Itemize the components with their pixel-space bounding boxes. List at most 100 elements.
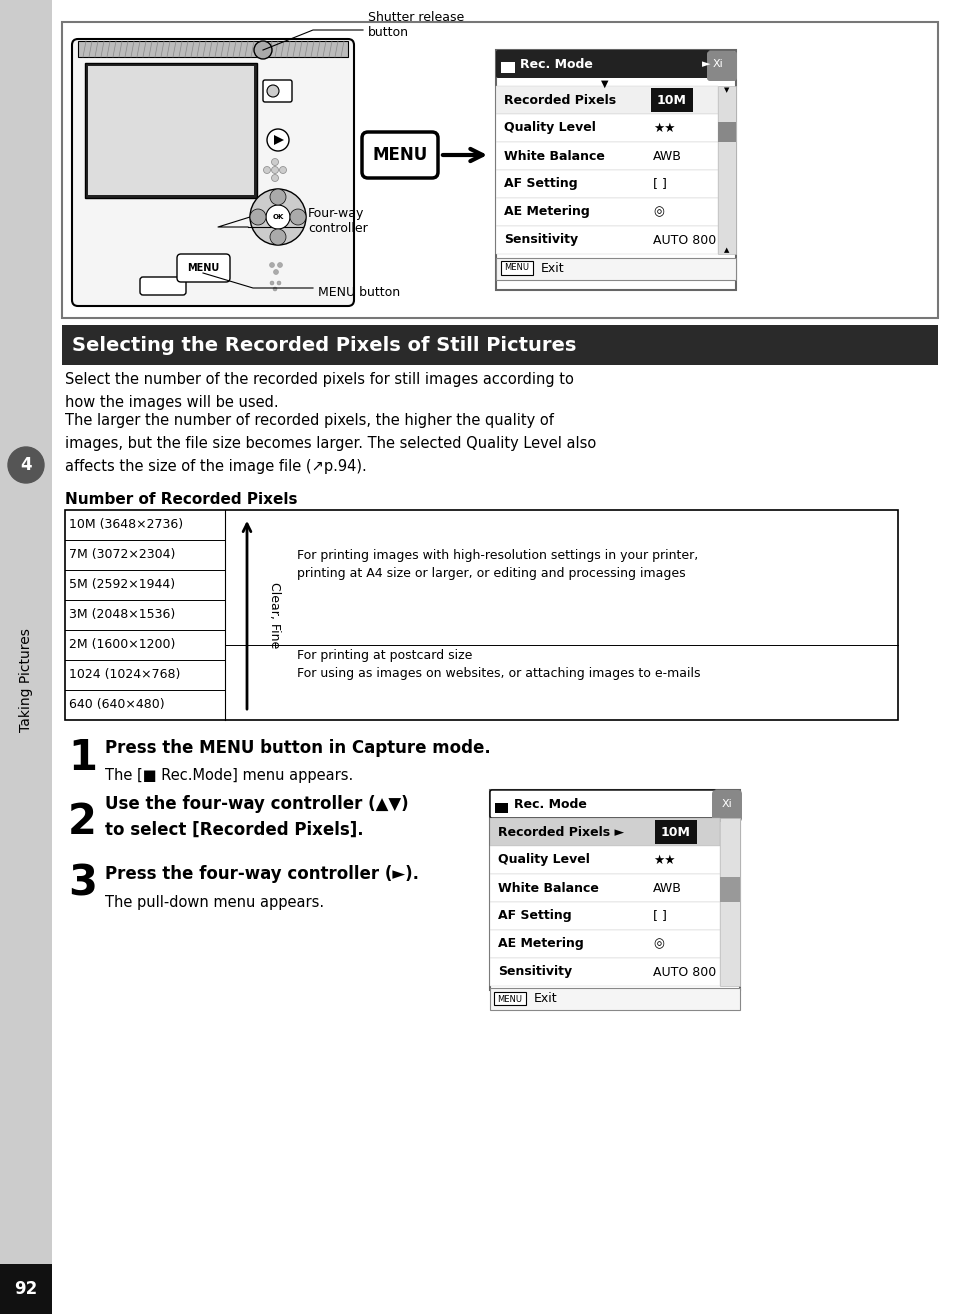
Bar <box>88 66 253 194</box>
Bar <box>496 85 718 114</box>
Circle shape <box>250 189 306 244</box>
Text: 2: 2 <box>68 802 97 844</box>
Bar <box>62 325 937 365</box>
Text: 10M: 10M <box>660 825 690 838</box>
Text: Exit: Exit <box>540 261 564 275</box>
Text: ◎: ◎ <box>652 937 663 950</box>
Circle shape <box>267 129 289 151</box>
Circle shape <box>266 205 290 229</box>
Text: White Balance: White Balance <box>497 882 598 895</box>
Text: Exit: Exit <box>534 992 558 1005</box>
Text: 5M (2592×1944): 5M (2592×1944) <box>69 578 175 591</box>
Text: Xi: Xi <box>712 59 722 70</box>
Circle shape <box>277 263 282 268</box>
Bar <box>78 41 348 57</box>
Circle shape <box>270 229 286 244</box>
Circle shape <box>272 175 278 181</box>
Text: Use the four-way controller (▲▼): Use the four-way controller (▲▼) <box>105 795 408 813</box>
Text: Quality Level: Quality Level <box>503 121 596 134</box>
Text: For printing at postcard size
For using as images on websites, or attaching imag: For printing at postcard size For using … <box>296 649 700 681</box>
Text: AWB: AWB <box>652 882 681 895</box>
Text: 3M (2048×1536): 3M (2048×1536) <box>69 608 175 622</box>
Circle shape <box>253 41 272 59</box>
Text: ★★: ★★ <box>652 854 675 866</box>
Circle shape <box>263 167 271 173</box>
Bar <box>496 114 718 142</box>
Bar <box>655 820 697 844</box>
Circle shape <box>279 167 286 173</box>
FancyBboxPatch shape <box>711 790 741 823</box>
Bar <box>497 805 503 809</box>
Text: 4: 4 <box>20 456 31 474</box>
Circle shape <box>272 167 278 173</box>
Bar <box>504 64 511 70</box>
Text: 10M: 10M <box>657 93 686 106</box>
Text: Xi: Xi <box>720 799 732 809</box>
Circle shape <box>270 189 286 205</box>
FancyBboxPatch shape <box>496 50 709 78</box>
Text: Sensitivity: Sensitivity <box>503 234 578 247</box>
Text: MENU: MENU <box>504 264 529 272</box>
Text: ★★: ★★ <box>652 121 675 134</box>
Text: AUTO 800: AUTO 800 <box>652 234 716 247</box>
Text: 3: 3 <box>68 863 97 905</box>
Text: ▼: ▼ <box>723 87 729 93</box>
Bar <box>496 50 735 290</box>
FancyBboxPatch shape <box>361 131 437 177</box>
Text: The larger the number of recorded pixels, the higher the quality of
images, but : The larger the number of recorded pixels… <box>65 413 596 473</box>
Text: Shutter release
button: Shutter release button <box>368 11 464 39</box>
Circle shape <box>276 281 281 285</box>
Text: Select the number of the recorded pixels for still images according to
how the i: Select the number of the recorded pixels… <box>65 372 574 410</box>
Text: For printing images with high-resolution settings in your printer,
printing at A: For printing images with high-resolution… <box>296 549 698 581</box>
Bar <box>490 790 740 989</box>
Text: Press the four-way controller (►).: Press the four-way controller (►). <box>105 865 418 883</box>
FancyBboxPatch shape <box>140 277 186 296</box>
Text: MENU: MENU <box>187 263 219 273</box>
Text: ◎: ◎ <box>652 205 663 218</box>
Text: Press the MENU button in Capture mode.: Press the MENU button in Capture mode. <box>105 738 490 757</box>
Text: OK: OK <box>272 214 283 219</box>
Text: ►: ► <box>701 59 709 70</box>
Text: Four-way
controller: Four-way controller <box>308 208 367 235</box>
FancyBboxPatch shape <box>177 254 230 283</box>
Bar <box>490 901 720 930</box>
Text: 7M (3072×2304): 7M (3072×2304) <box>69 548 175 561</box>
Circle shape <box>8 447 44 484</box>
Text: Sensitivity: Sensitivity <box>497 966 572 979</box>
Bar <box>495 803 507 813</box>
FancyBboxPatch shape <box>71 39 354 306</box>
Text: Quality Level: Quality Level <box>497 854 589 866</box>
Text: to select [Recorded Pixels].: to select [Recorded Pixels]. <box>105 821 363 840</box>
Text: White Balance: White Balance <box>503 150 604 163</box>
FancyBboxPatch shape <box>706 51 737 81</box>
Bar <box>62 22 937 318</box>
Bar <box>490 846 720 874</box>
FancyBboxPatch shape <box>263 80 292 102</box>
Text: AF Setting: AF Setting <box>503 177 577 191</box>
Bar <box>650 88 692 112</box>
Bar <box>718 122 735 142</box>
Text: AE Metering: AE Metering <box>497 937 583 950</box>
Text: Taking Pictures: Taking Pictures <box>19 628 33 732</box>
Text: AUTO 800: AUTO 800 <box>652 966 716 979</box>
Text: Number of Recorded Pixels: Number of Recorded Pixels <box>65 491 297 507</box>
Text: 92: 92 <box>14 1280 37 1298</box>
Bar <box>494 992 525 1005</box>
Text: 10M (3648×2736): 10M (3648×2736) <box>69 519 183 531</box>
Text: 1: 1 <box>68 737 97 779</box>
Text: 640 (640×480): 640 (640×480) <box>69 699 165 711</box>
Circle shape <box>290 209 306 225</box>
Text: Selecting the Recorded Pixels of Still Pictures: Selecting the Recorded Pixels of Still P… <box>71 336 576 356</box>
Text: Rec. Mode: Rec. Mode <box>519 58 592 71</box>
Text: Recorded Pixels ►: Recorded Pixels ► <box>497 825 623 838</box>
Text: 1024 (1024×768): 1024 (1024×768) <box>69 669 180 682</box>
Text: Recorded Pixels: Recorded Pixels <box>503 93 616 106</box>
Bar <box>500 62 515 74</box>
Text: [ ]: [ ] <box>652 909 666 922</box>
Bar <box>496 170 718 198</box>
Circle shape <box>274 269 278 275</box>
Bar <box>65 510 897 720</box>
Bar <box>0 0 52 1314</box>
Text: MENU button: MENU button <box>317 286 399 300</box>
Circle shape <box>273 286 276 290</box>
